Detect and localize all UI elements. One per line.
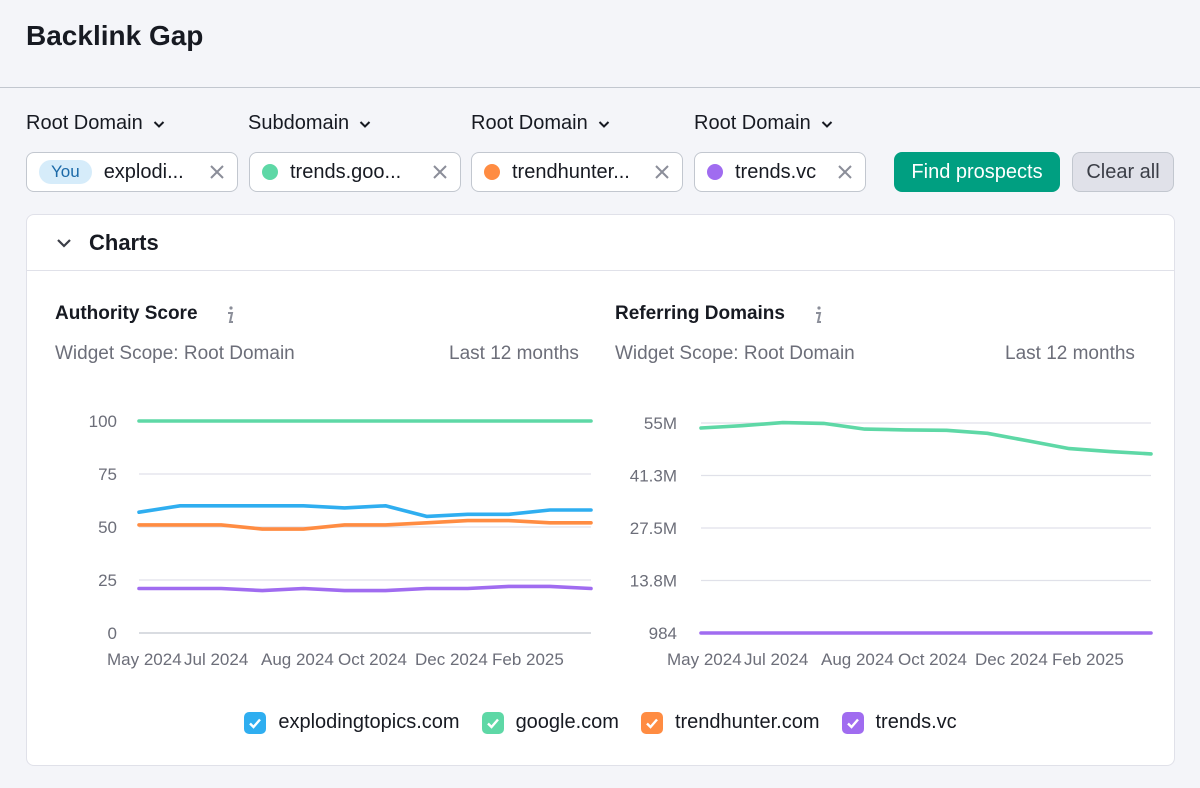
y-tick-label: 50 (98, 518, 117, 537)
domain-type-dropdown-2[interactable]: Subdomain (248, 112, 371, 135)
domain-type-selectors: Root Domain Subdomain Root Domain Root D… (26, 112, 1174, 142)
domain-input-competitor-3[interactable]: trends.vc (694, 152, 866, 192)
legend-item-google[interactable]: google.com (481, 711, 619, 734)
legend-item-explodingtopics[interactable]: explodingtopics.com (244, 711, 460, 734)
chevron-down-icon (821, 120, 832, 128)
series-line (137, 503, 593, 519)
y-tick-label: 27.5M (630, 519, 677, 538)
charts-card: Charts Authority Score Widget Scope: Roo… (26, 214, 1175, 766)
x-tick-label: May 2024 (107, 650, 182, 669)
chevron-down-icon (359, 120, 371, 128)
domain-input-competitor-1[interactable]: trends.goo... (249, 152, 461, 192)
checkbox-icon (481, 711, 504, 734)
referring-domains-title: Referring Domains (615, 303, 785, 324)
clear-all-button[interactable]: Clear all (1072, 152, 1174, 192)
x-tick-label: Aug 2024 (821, 650, 894, 669)
chevron-down-icon (57, 238, 71, 248)
charts-section-title: Charts (89, 229, 159, 255)
chevron-down-icon (153, 120, 164, 128)
domain-input-value: trends.goo... (290, 160, 402, 183)
domain-type-dropdown-4[interactable]: Root Domain (694, 112, 833, 135)
domain-input-value: trendhunter... (512, 160, 630, 183)
domain-input-value: trends.vc (735, 160, 817, 183)
legend-label: explodingtopics.com (278, 711, 460, 733)
widget-scope-label: Widget Scope: Root Domain (615, 343, 855, 364)
competitor-color-dot (707, 164, 723, 180)
close-icon[interactable] (432, 164, 448, 180)
legend-label: google.com (515, 711, 619, 733)
x-tick-label: Oct 2024 (898, 650, 967, 669)
authority-score-title: Authority Score (55, 303, 198, 324)
checkbox-icon (244, 711, 267, 734)
domain-input-competitor-2[interactable]: trendhunter... (471, 152, 683, 192)
page-title: Backlink Gap (26, 20, 204, 51)
dropdown-label: Root Domain (471, 112, 588, 134)
legend-item-trendsvc[interactable]: trends.vc (841, 711, 957, 734)
charts-section-toggle[interactable]: Charts (27, 215, 1174, 271)
y-tick-label: 75 (98, 465, 117, 484)
chart-legend: explodingtopics.com google.com trendhunt… (27, 711, 1174, 734)
x-tick-label: Feb 2025 (492, 650, 564, 669)
info-icon[interactable] (811, 305, 825, 325)
competitor-color-dot (484, 164, 500, 180)
checkbox-icon (841, 711, 864, 734)
x-tick-label: Feb 2025 (1052, 650, 1124, 669)
x-tick-label: Aug 2024 (261, 650, 334, 669)
y-tick-label: 0 (108, 624, 117, 643)
series-line (137, 584, 593, 593)
checkbox-icon (640, 711, 663, 734)
legend-label: trends.vc (875, 711, 957, 733)
y-tick-label: 55M (644, 414, 677, 433)
y-tick-label: 41.3M (630, 467, 677, 486)
domain-inputs: You explodi... trends.goo... trendhunter… (26, 152, 1174, 192)
series-line (137, 518, 593, 531)
dropdown-label: Root Domain (694, 112, 811, 134)
legend-item-trendhunter[interactable]: trendhunter.com (640, 711, 820, 734)
period-label: Last 12 months (449, 343, 579, 364)
page-header: Backlink Gap (0, 0, 1200, 88)
close-icon[interactable] (654, 164, 670, 180)
x-tick-label: Dec 2024 (415, 650, 488, 669)
y-tick-label: 25 (98, 571, 117, 590)
competitor-color-dot (262, 164, 278, 180)
x-tick-label: Dec 2024 (975, 650, 1048, 669)
dropdown-label: Subdomain (248, 112, 350, 134)
x-tick-label: Oct 2024 (338, 650, 407, 669)
domain-input-value: explodi... (103, 160, 184, 183)
dropdown-label: Root Domain (26, 112, 143, 134)
y-tick-label: 13.8M (630, 572, 677, 591)
legend-label: trendhunter.com (674, 711, 820, 733)
info-icon[interactable] (223, 305, 237, 325)
widget-scope-label: Widget Scope: Root Domain (55, 343, 295, 364)
domain-input-you[interactable]: You explodi... (26, 152, 238, 192)
y-tick-label: 100 (89, 412, 117, 431)
chevron-down-icon (598, 120, 609, 128)
you-badge: You (39, 160, 92, 184)
close-icon[interactable] (837, 164, 853, 180)
x-tick-label: May 2024 (667, 650, 742, 669)
period-label: Last 12 months (1005, 343, 1135, 364)
find-prospects-button[interactable]: Find prospects (894, 152, 1060, 192)
series-line (699, 420, 1153, 456)
x-tick-label: Jul 2024 (184, 650, 248, 669)
domain-type-dropdown-3[interactable]: Root Domain (471, 112, 610, 135)
domain-type-dropdown-1[interactable]: Root Domain (26, 112, 165, 135)
close-icon[interactable] (209, 164, 225, 180)
y-tick-label: 984 (649, 624, 677, 643)
x-tick-label: Jul 2024 (744, 650, 808, 669)
